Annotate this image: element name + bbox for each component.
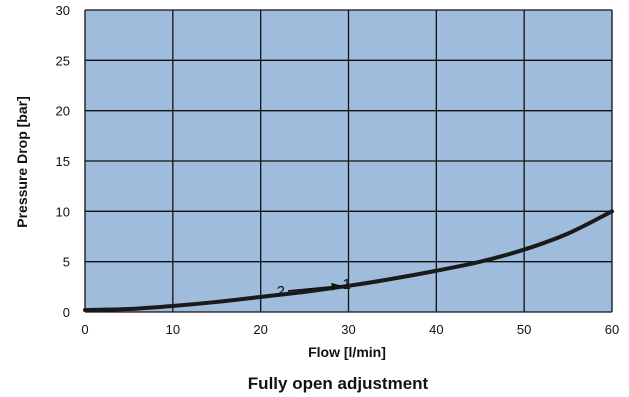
annotation-label-to: 1 <box>343 276 351 293</box>
x-tick-label-10: 10 <box>166 322 180 337</box>
x-tick-label-50: 50 <box>517 322 531 337</box>
y-tick-label-10: 10 <box>56 204 70 219</box>
x-tick-label-20: 20 <box>253 322 267 337</box>
y-axis-title: Pressure Drop [bar] <box>14 96 30 227</box>
x-axis-title: Flow [l/min] <box>308 344 386 360</box>
x-tick-label-40: 40 <box>429 322 443 337</box>
y-tick-label-5: 5 <box>63 255 70 270</box>
y-tick-label-30: 30 <box>56 3 70 18</box>
x-tick-label-60: 60 <box>605 322 619 337</box>
annotation-arrow <box>287 282 342 292</box>
series-line-0 <box>83 209 614 312</box>
y-tick-label-20: 20 <box>56 104 70 119</box>
chart-caption: Fully open adjustment <box>248 374 429 393</box>
y-tick-label-0: 0 <box>63 305 70 320</box>
y-tick-label-25: 25 <box>56 53 70 68</box>
x-tick-label-0: 0 <box>81 322 88 337</box>
y-tick-label-15: 15 <box>56 154 70 169</box>
annotation-label-from: 2 <box>277 283 285 300</box>
x-tick-label-30: 30 <box>341 322 355 337</box>
